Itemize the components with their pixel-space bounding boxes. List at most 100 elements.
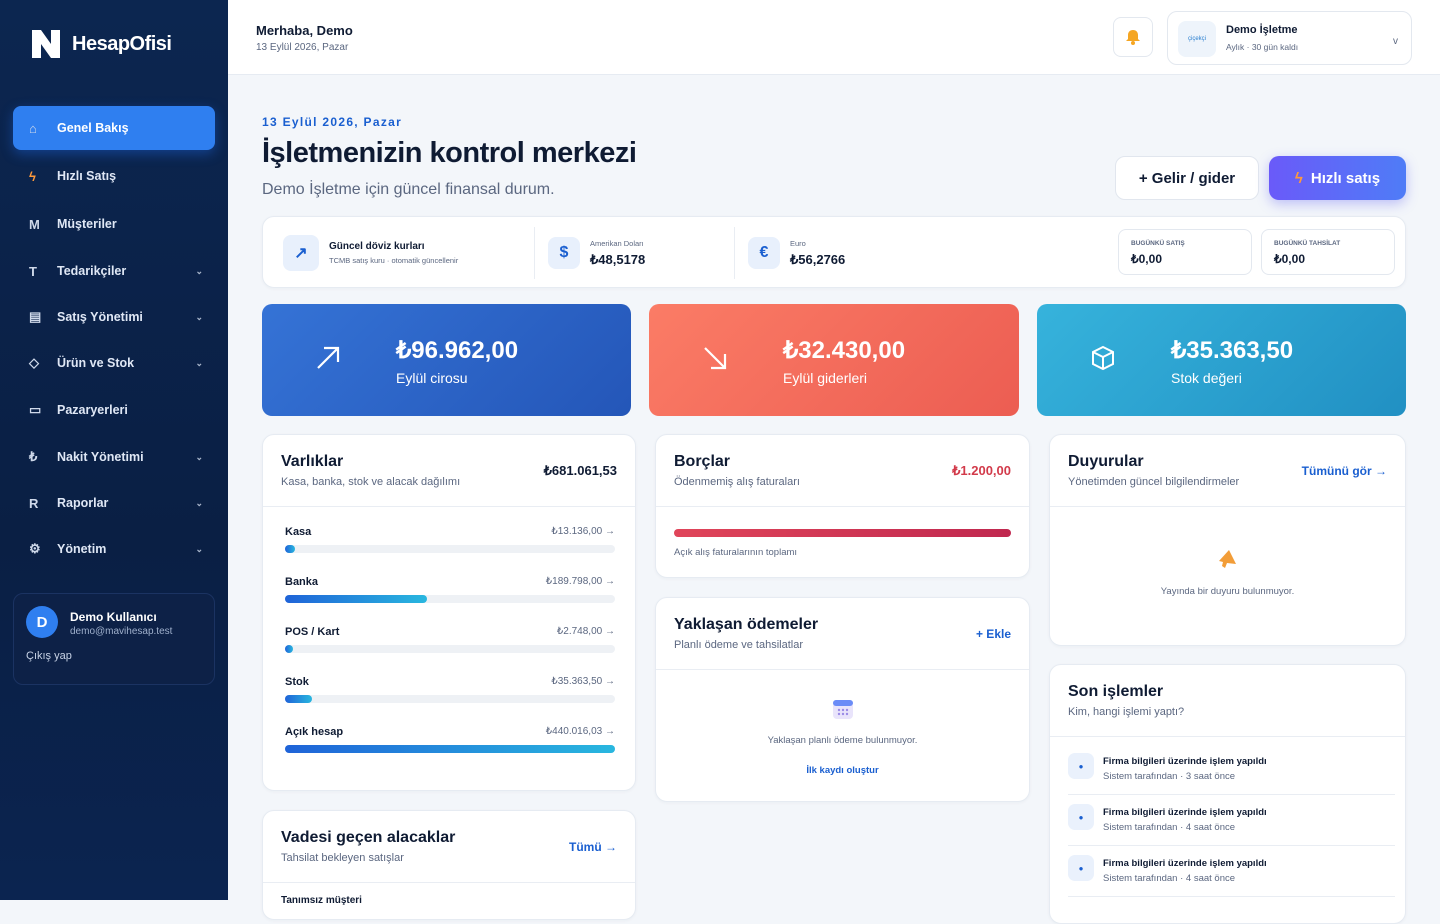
greeting: Merhaba, Demo [256,23,353,38]
customer: Tanımsız müşteri [281,895,362,906]
income-expense-button[interactable]: + Gelir / gider [1115,156,1259,200]
card-subtitle: Tahsilat bekleyen satışlar [281,852,404,864]
activity-icon: ● [1068,804,1094,830]
nav-icon: M [29,216,40,232]
asset-name: POS / Kart [285,626,340,638]
asset-bar [285,745,615,753]
today-collection: BUGÜNKÜ TAHSİLAT ₺0,00 [1261,229,1395,275]
rates-note: TCMB satış kuru · otomatik güncellenir [329,256,459,265]
kpi-label: Eylül cirosu [396,370,468,386]
all-link[interactable]: Tümü → [569,840,617,854]
kpi-card: ₺32.430,00 Eylül giderleri [649,304,1019,416]
asset-amount: ₺189.798,00 → [545,576,615,587]
user-name: Demo Kullanıcı [70,610,157,624]
announcements-card: Duyurular Yönetimden güncel bilgilendirm… [1049,434,1406,646]
nav-item[interactable]: R Raporlar ⌄ [29,495,203,511]
divider [1068,896,1395,897]
nav-item[interactable]: ϟ Hızlı Satış [29,168,117,184]
nav-icon: R [29,495,39,511]
empty-state: Yayında bir duyuru bulunmuyor. [1160,586,1295,597]
nav-item[interactable]: ⌂ Genel Bakış [13,106,215,150]
asset-track [285,695,615,703]
add-link[interactable]: + Ekle [975,627,1011,641]
rates-strip: ↗ Güncel döviz kurları TCMB satış kuru ·… [262,216,1406,288]
divider [1068,845,1395,846]
card-title: Borçlar [674,453,731,470]
business-logo: çiçekçi [1178,21,1216,57]
kpi-card: ₺35.363,50 Stok değeri [1037,304,1406,416]
logo-text: HesapOfisi [72,32,172,55]
card-subtitle: Kim, hangi işlemi yaptı? [1068,706,1185,718]
nav-label: Müşteriler [57,217,117,231]
card-title: Duyurular [1068,453,1144,470]
total: ₺681.061,53 [543,463,617,478]
card-title: Son işlemler [1068,683,1164,700]
business-switcher[interactable]: çiçekçi Demo İşletme Aylık · 30 gün kald… [1167,11,1412,65]
asset-bar [285,645,294,653]
rates-title: Güncel döviz kurları [329,241,425,252]
asset-track [285,595,615,603]
nav-item[interactable]: T Tedarikçiler ⌄ [29,263,203,279]
assets-card: Varlıklar Kasa, banka, stok ve alacak da… [262,434,636,791]
asset-row: Açık hesap ₺440.016,03 → [285,726,615,753]
logout[interactable]: Çıkış yap [26,650,72,662]
nav-label: Satış Yönetimi [57,310,143,324]
card-title: Vadesi geçen alacaklar [281,829,456,846]
currency-name: Euro [790,239,806,248]
empty-state: Yaklaşan planlı ödeme bulunmuyor. [767,735,918,746]
logo: HesapOfisi [30,28,172,60]
asset-row: Kasa ₺13.136,00 → [285,526,615,553]
quick-sale-button[interactable]: ϟ Hızlı satış [1269,156,1406,200]
debt-bar [674,529,1011,537]
activity-icon: ● [1068,855,1094,881]
asset-bar [285,545,295,553]
nav-item[interactable]: ▭ Pazaryerleri [29,402,128,417]
upcoming-card: Yaklaşan ödemeler Planlı ödeme ve tahsil… [655,597,1030,802]
nav-item[interactable]: ⚙ Yönetim ⌄ [29,541,203,556]
activity-meta: Sistem tarafından · 3 saat önce [1103,771,1236,782]
today-sales: BUGÜNKÜ SATIŞ ₺0,00 [1118,229,1252,275]
all-link[interactable]: Tümünü gör → [1301,464,1387,478]
eyebrow: 13 Eylül 2026, Pazar [262,115,403,129]
avatar: D [26,606,58,638]
nav-item[interactable]: ₺ Nakit Yönetimi ⌄ [29,449,203,464]
stat-value: ₺0,00 [1274,252,1305,266]
currency-name: Amerikan Doları [590,239,644,248]
notifications[interactable] [1113,17,1153,57]
business-plan: Aylık · 30 gün kaldı [1226,42,1299,52]
nav-item[interactable]: ◇ Ürün ve Stok ⌄ [29,355,203,370]
nav-item[interactable]: M Müşteriler [13,202,215,246]
asset-bar [285,695,312,703]
asset-track [285,645,615,653]
asset-name: Kasa [285,526,312,538]
sidebar: HesapOfisi ⌂ Genel Bakış ϟ Hızlı Satış M Mü… [0,0,228,900]
nav-label: Hızlı Satış [57,169,117,183]
nav-icon: ₺ [29,449,38,464]
asset-bar [285,595,428,603]
nav-icon: T [29,263,37,279]
asset-name: Açık hesap [285,726,344,738]
button-label: Hızlı satış [1310,169,1381,187]
currency-symbol: $ [548,237,580,269]
create-link[interactable]: İlk kaydı oluştur [806,765,879,776]
nav-item[interactable]: ▤ Satış Yönetimi ⌄ [29,309,203,324]
activity-meta: Sistem tarafından · 4 saat önce [1103,822,1236,833]
overdue-card: Vadesi geçen alacaklar Tahsilat bekleyen… [262,810,636,920]
card-subtitle: Ödenmemiş alış faturaları [674,476,800,488]
asset-amount: ₺35.363,50 → [551,676,615,687]
activity-text: Firma bilgileri üzerinde işlem yapıldı [1103,807,1267,818]
note: Açık alış faturalarının toplamı [674,547,798,558]
nav-label: Ürün ve Stok [57,356,135,370]
stat-value: ₺0,00 [1131,252,1162,266]
currency-symbol: € [748,237,780,269]
card-title: Yaklaşan ödemeler [674,616,819,633]
total: ₺1.200,00 [952,463,1011,478]
nav-label: Raporlar [57,496,109,510]
currency-rate: ₺48,5178 [590,252,646,267]
nav-label: Genel Bakış [57,121,129,135]
asset-row: Banka ₺189.798,00 → [285,576,615,603]
card-subtitle: Kasa, banka, stok ve alacak dağılımı [281,476,461,488]
page-subtitle: Demo İşletme için güncel finansal durum. [262,181,555,198]
asset-amount: ₺440.016,03 → [545,726,615,737]
